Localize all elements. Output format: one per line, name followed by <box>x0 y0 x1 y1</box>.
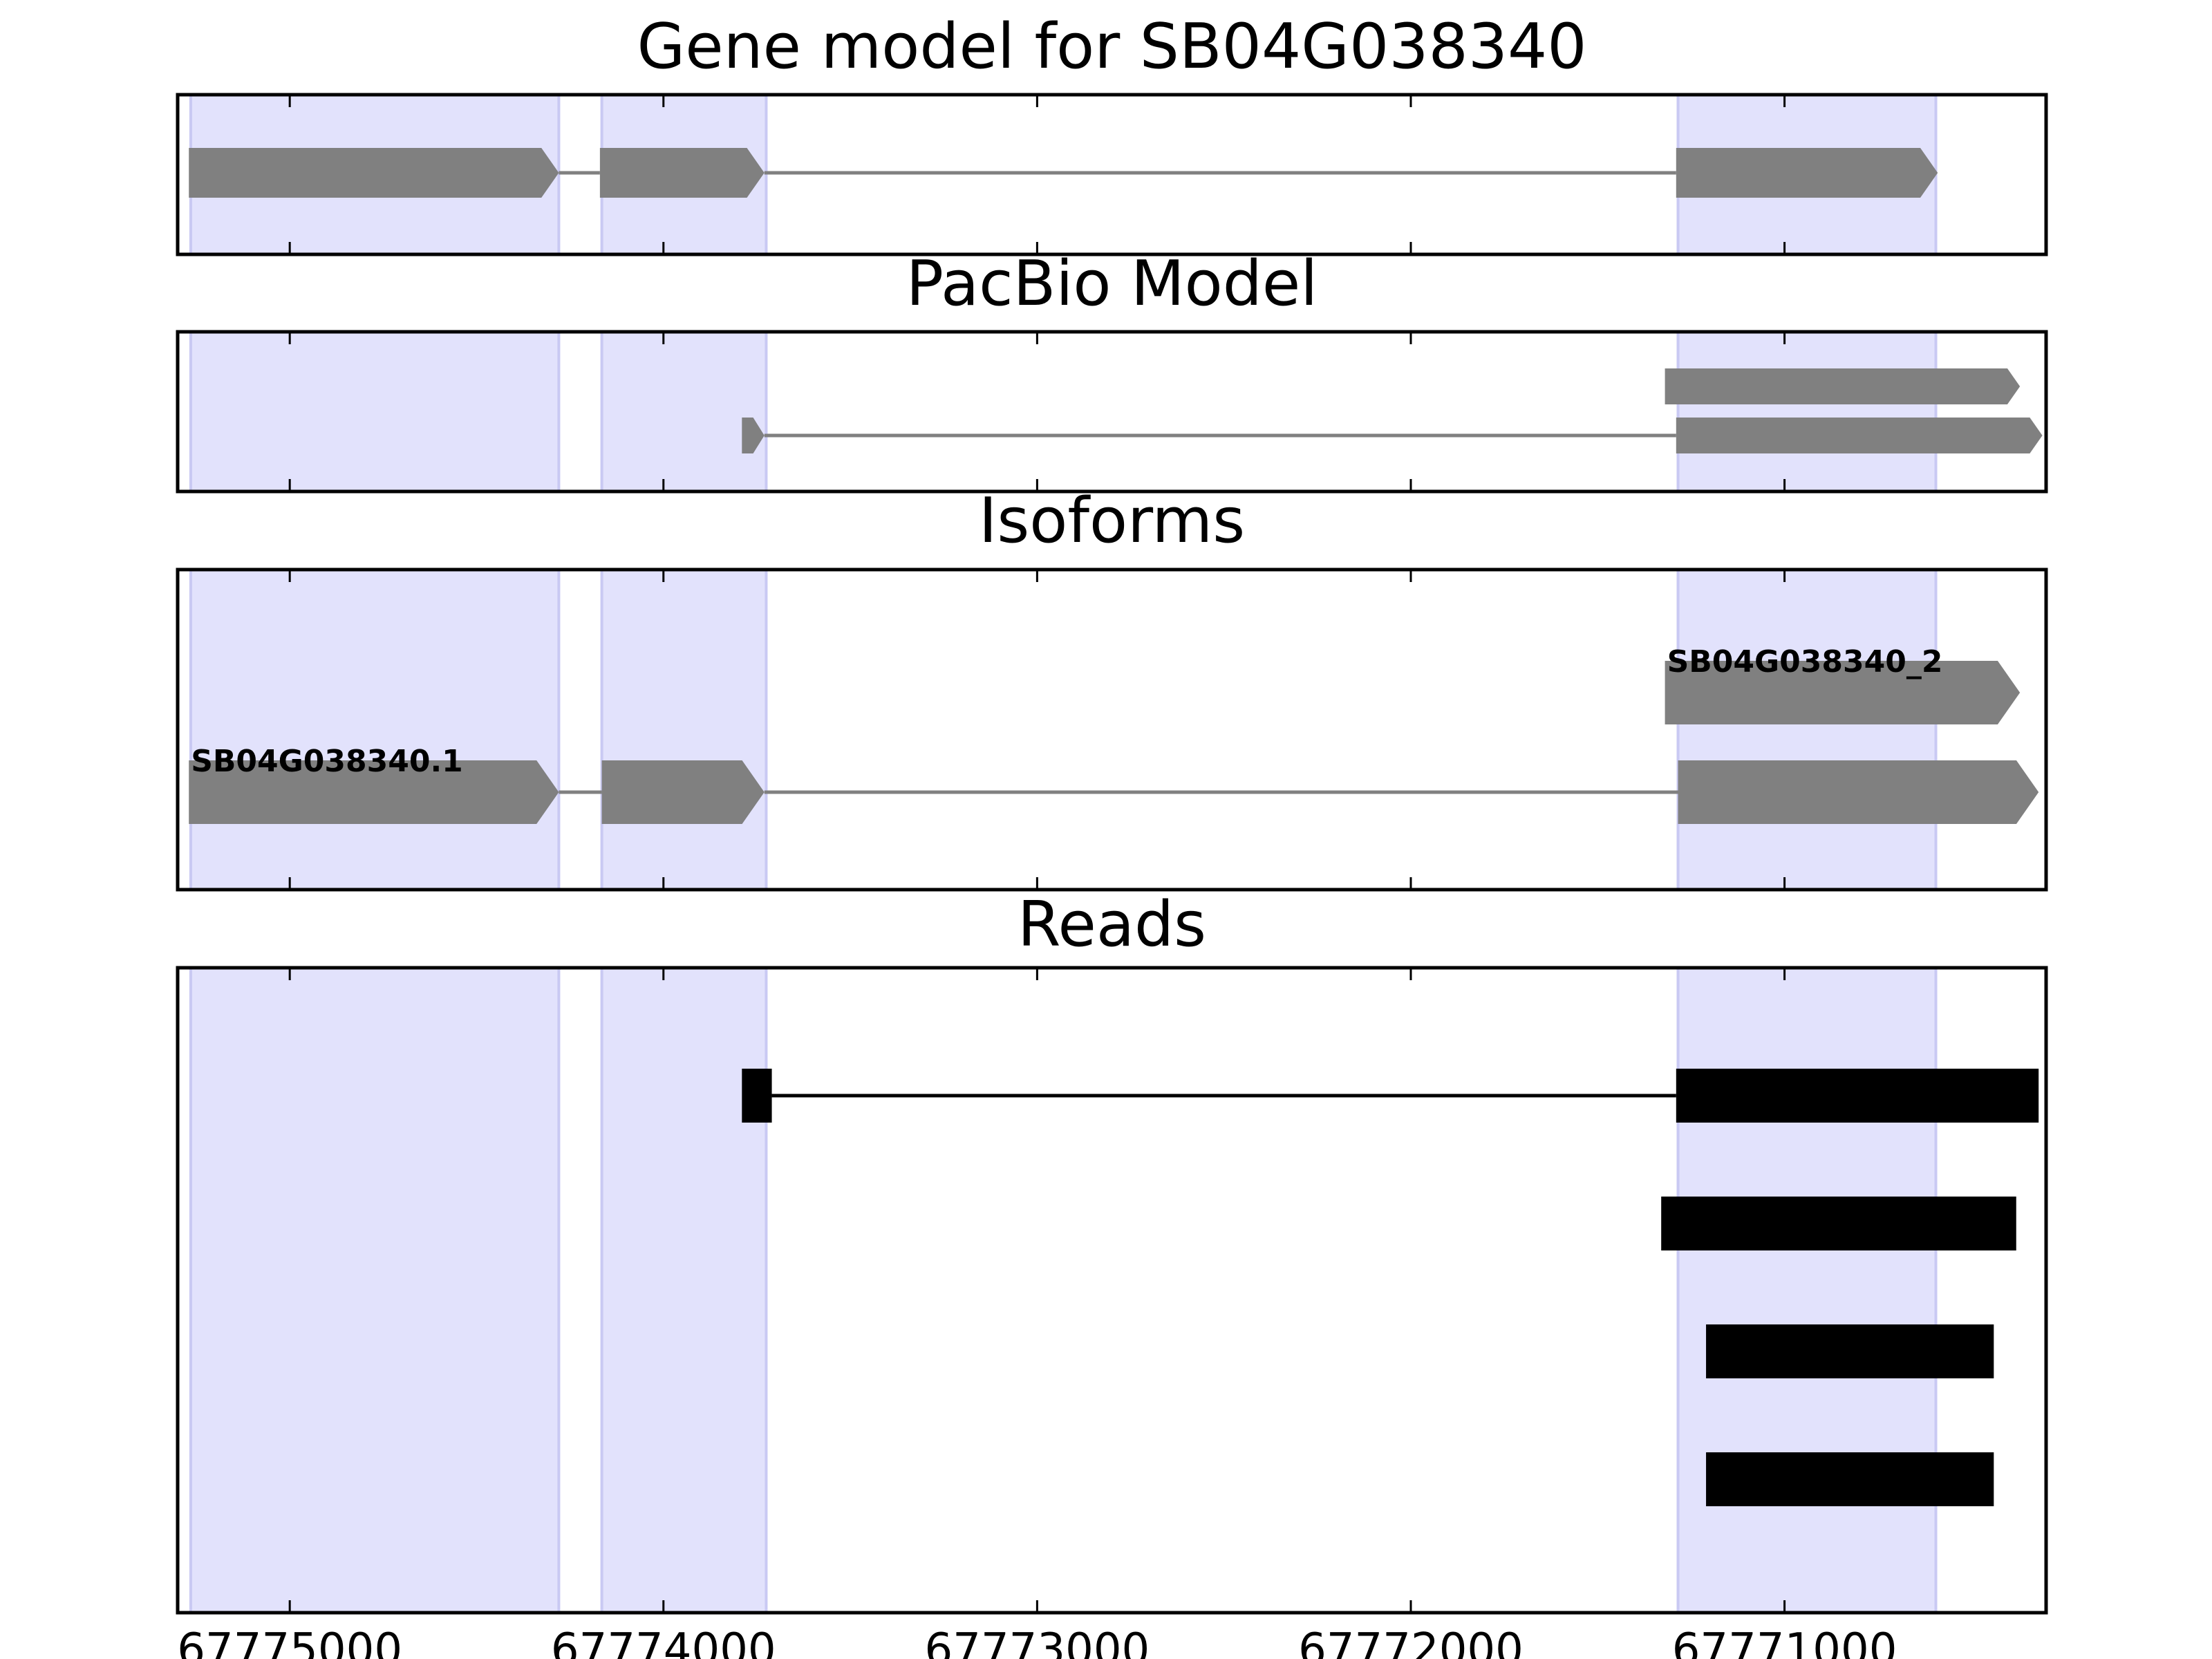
x-tick-label: 67772000 <box>1298 1624 1524 1659</box>
exon-arrow <box>1676 418 2043 453</box>
read-block <box>1706 1452 1994 1506</box>
isoforms-title: Isoforms <box>979 485 1245 557</box>
read-block <box>1661 1197 2016 1250</box>
highlight-region <box>189 330 561 493</box>
isoforms-frame <box>176 568 2048 892</box>
read-block <box>742 1069 772 1123</box>
highlight-region <box>189 966 561 1614</box>
highlight-region <box>1676 966 1938 1614</box>
isoforms-panel: Isoforms SB04G038340_2 SB04G038340.1 <box>176 485 2048 892</box>
highlight-region <box>600 966 768 1614</box>
highlight-region <box>1676 330 1938 493</box>
reads-title: Reads <box>1018 888 1206 961</box>
reads-frame <box>176 966 2048 1615</box>
read-block <box>1676 1069 2039 1123</box>
x-tick-label: 67775000 <box>177 1624 402 1659</box>
pacbio-model-frame <box>176 330 2048 494</box>
highlight-region <box>189 568 561 891</box>
isoform-label: SB04G038340_2 <box>1667 644 1943 679</box>
exon-arrow <box>189 760 559 824</box>
gene-model-title: Gene model for SB04G038340 <box>637 10 1586 83</box>
read-block <box>1706 1324 1994 1378</box>
exon-arrow <box>601 760 765 824</box>
exon-arrow <box>1665 368 2021 404</box>
exon-arrow <box>189 148 559 198</box>
gene-model-frame <box>176 93 2048 256</box>
exon-arrow <box>1678 760 2039 824</box>
exon-arrow <box>1676 148 1938 198</box>
exon-arrow <box>742 418 765 453</box>
isoform-label: SB04G038340.1 <box>191 744 463 779</box>
exon-arrow <box>599 148 765 198</box>
reads-panel: Reads <box>176 888 2048 1615</box>
gene-model-panel: Gene model for SB04G038340 <box>176 10 2048 256</box>
highlight-region <box>600 330 768 493</box>
x-tick-label: 67773000 <box>925 1624 1150 1659</box>
pacbio-model-title: PacBio Model <box>906 247 1318 320</box>
exon-arrow <box>1665 661 2021 724</box>
highlight-region <box>1676 568 1938 891</box>
pacbio-model-panel: PacBio Model <box>176 247 2048 494</box>
highlight-region <box>600 568 768 891</box>
x-tick-label: 67771000 <box>1672 1624 1897 1659</box>
x-tick-label: 67774000 <box>551 1624 776 1659</box>
